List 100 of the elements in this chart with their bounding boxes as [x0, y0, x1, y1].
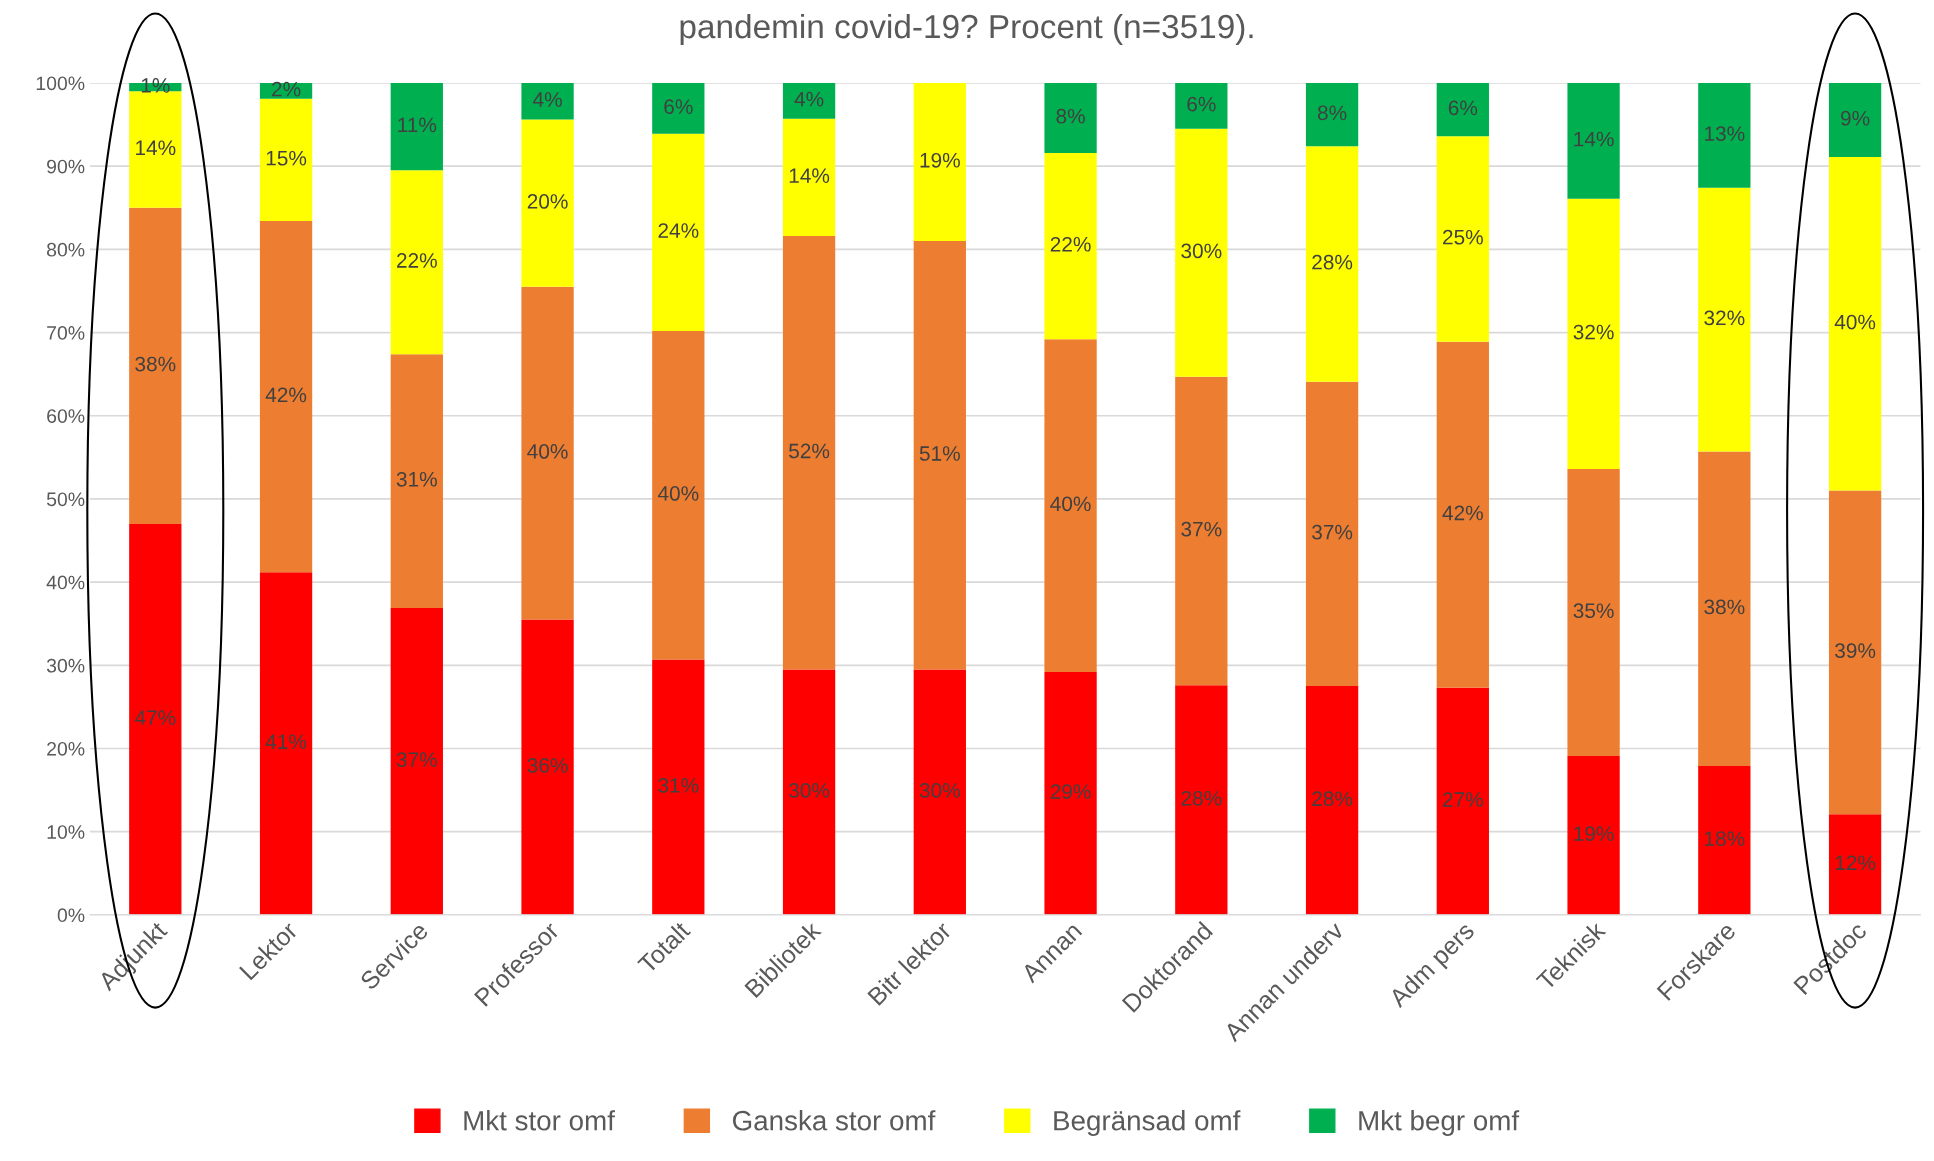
bar [1828, 814, 1882, 915]
data-label: 30% [1181, 243, 1222, 259]
bar [1567, 83, 1620, 199]
bar [913, 83, 966, 242]
bar [1044, 152, 1097, 340]
data-label: 6% [664, 99, 693, 114]
data-label: 8% [1317, 105, 1347, 121]
data-label: 52% [789, 443, 830, 459]
y-tick-label: 0% [57, 908, 85, 923]
bar [1305, 686, 1359, 915]
bar [1567, 755, 1620, 915]
data-label: 22% [397, 253, 437, 268]
bar [259, 98, 313, 222]
data-label: 25% [1443, 229, 1483, 245]
data-label: 40% [1050, 496, 1091, 512]
bar [1175, 128, 1228, 377]
bar [1567, 468, 1620, 756]
bar [521, 83, 574, 120]
data-label: 29% [1050, 784, 1091, 800]
data-label: 42% [265, 387, 307, 403]
bar [1436, 83, 1489, 137]
data-label: 38% [1704, 599, 1745, 615]
bar [1698, 765, 1751, 915]
data-label: 47% [134, 710, 176, 725]
bar [782, 236, 836, 670]
data-label: 51% [919, 446, 960, 461]
data-label: 22% [1050, 236, 1091, 252]
bar [1436, 687, 1489, 915]
y-tick-label: 100% [36, 76, 85, 91]
bar [652, 83, 705, 134]
data-label: 37% [396, 752, 437, 767]
y-tick-label: 50% [46, 492, 85, 507]
bar [1436, 136, 1489, 342]
data-label: 31% [658, 778, 699, 793]
legend-label: Mkt stor omf [464, 1110, 615, 1131]
bar [782, 669, 836, 915]
bar [1044, 83, 1097, 153]
data-label: 41% [265, 734, 307, 750]
bar [129, 523, 182, 915]
legend-label: Begränsad omf [1054, 1110, 1241, 1136]
data-label: 14% [789, 168, 830, 183]
bar [652, 330, 705, 660]
bar [1175, 376, 1228, 686]
chart-title: pandemin covid-19? Procent (n=3519). [680, 13, 1253, 45]
y-tick-label: 80% [47, 242, 85, 257]
data-label: 19% [1574, 826, 1614, 842]
bar [1044, 671, 1097, 915]
bar [1175, 685, 1228, 915]
bar [521, 286, 574, 620]
bar [1044, 339, 1097, 672]
y-tick-label: 70% [47, 326, 85, 340]
bar [782, 118, 836, 237]
data-label: 24% [658, 223, 699, 238]
data-label: 40% [1834, 314, 1876, 330]
data-label: 6% [1448, 100, 1478, 116]
data-label: 42% [1442, 505, 1483, 521]
bar [652, 133, 705, 331]
data-label: 32% [1573, 324, 1614, 340]
bar [390, 170, 443, 355]
data-label: 8% [1056, 108, 1085, 124]
data-label: 14% [1574, 131, 1614, 147]
data-label: 11% [398, 117, 437, 133]
data-label: 28% [1312, 254, 1353, 270]
data-label: 31% [396, 471, 437, 487]
y-tick-label: 40% [46, 575, 85, 590]
bar [390, 607, 443, 915]
data-label: 35% [1573, 603, 1614, 619]
bar [1828, 490, 1882, 815]
data-label: 13% [1705, 126, 1745, 142]
data-label: 39% [1835, 643, 1876, 659]
data-label: 37% [1181, 521, 1222, 537]
data-label: 27% [1443, 792, 1483, 807]
data-label: 14% [136, 140, 176, 156]
data-label: 40% [527, 444, 568, 459]
data-label: 6% [1187, 96, 1216, 112]
bar [1698, 187, 1751, 452]
data-label: 20% [527, 194, 568, 209]
data-label: 30% [919, 783, 960, 798]
bar [913, 241, 966, 670]
data-label: 9% [1841, 110, 1870, 126]
data-label: 28% [1312, 791, 1353, 807]
bar [259, 572, 313, 915]
data-label: 15% [266, 150, 307, 166]
data-label: 19% [920, 152, 960, 168]
bar [390, 354, 443, 608]
bar [1305, 146, 1359, 382]
data-label: 4% [794, 91, 824, 107]
bar [259, 221, 313, 573]
bar [1828, 83, 1882, 158]
data-label: 36% [527, 758, 568, 773]
data-label: 28% [1181, 790, 1222, 806]
bar [1828, 157, 1882, 491]
bar [913, 669, 966, 915]
data-label: 40% [657, 486, 699, 501]
bar [1436, 341, 1489, 688]
bar [521, 619, 574, 915]
y-tick-label: 10% [47, 825, 85, 839]
legend-label: Ganska stor omf [732, 1110, 936, 1131]
bar [521, 119, 574, 287]
legend-label: Mkt begr omf [1359, 1110, 1520, 1136]
